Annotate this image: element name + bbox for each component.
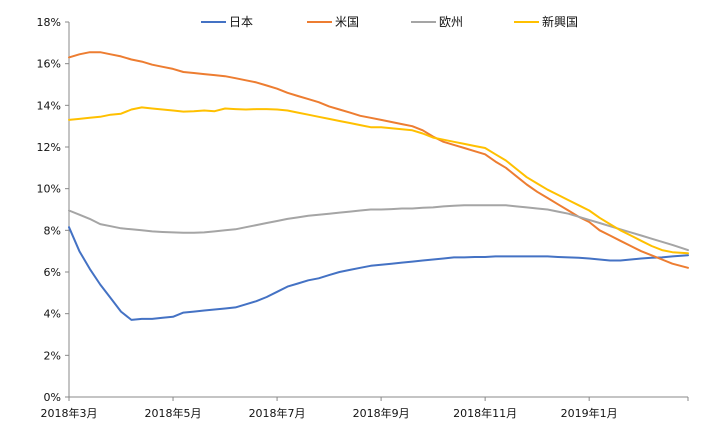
series-line-0 bbox=[68, 226, 689, 321]
y-tick-label: 0% bbox=[44, 391, 61, 404]
y-tick-label: 8% bbox=[44, 224, 61, 237]
x-tick-label: 2019年1月 bbox=[561, 406, 618, 420]
legend: 日本 米国 欧州 新興国 bbox=[201, 14, 578, 29]
x-tick-label: 2018年5月 bbox=[145, 406, 202, 420]
y-tick-label: 2% bbox=[44, 349, 61, 362]
legend-label-0: 日本 bbox=[229, 15, 253, 29]
y-tick-label: 10% bbox=[37, 183, 61, 196]
x-tick-label: 2018年11月 bbox=[453, 406, 517, 420]
x-tick-label: 2018年7月 bbox=[249, 406, 306, 420]
legend-label-1: 米国 bbox=[335, 15, 359, 29]
legend-label-2: 欧州 bbox=[439, 15, 463, 29]
y-tick-label: 6% bbox=[44, 266, 61, 279]
legend-label-3: 新興国 bbox=[542, 14, 578, 29]
y-tick-label: 18% bbox=[37, 16, 61, 29]
y-tick-label: 12% bbox=[37, 141, 61, 154]
x-tick-label: 2018年3月 bbox=[41, 406, 98, 420]
series-line-2 bbox=[68, 204, 689, 252]
axes: 0% 2% 4% 6% 8% 10% 12% 14% 16% 18% 2018年3月 2018年5月 2… bbox=[37, 16, 689, 420]
series-lines bbox=[68, 51, 689, 321]
series-line-1 bbox=[68, 51, 689, 269]
x-tick-label: 2018年9月 bbox=[353, 406, 410, 420]
y-tick-label: 14% bbox=[37, 99, 61, 112]
y-tick-label: 16% bbox=[37, 58, 61, 71]
series-line-3 bbox=[68, 106, 689, 255]
y-tick-label: 4% bbox=[44, 308, 61, 321]
